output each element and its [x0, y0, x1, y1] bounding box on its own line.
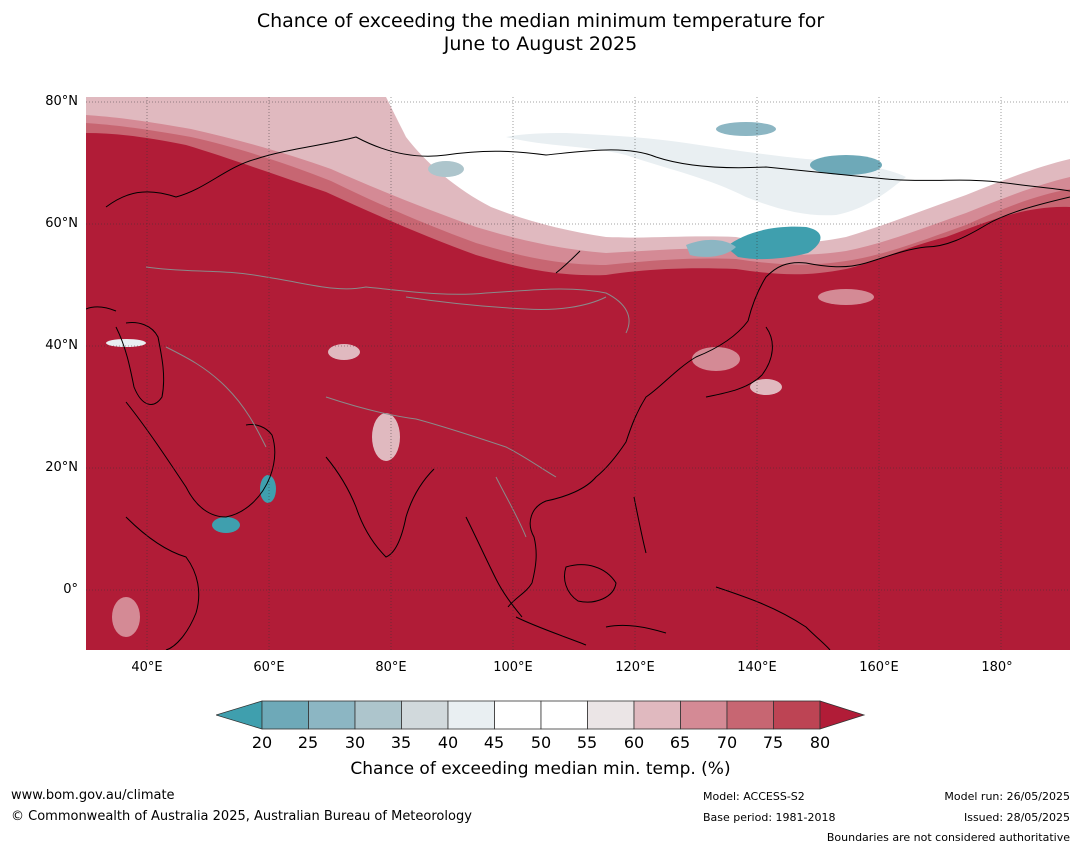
footer-url[interactable]: www.bom.gov.au/climate: [11, 788, 175, 803]
lat-label-20n: 20°N: [45, 460, 78, 475]
border-mongolia: [405, 296, 607, 310]
colorbar-under-triangle: [216, 700, 263, 730]
lon-label-40e: 40°E: [131, 660, 163, 675]
forecast-map: [86, 97, 1070, 650]
border-china-south: [325, 396, 557, 478]
footer-disclaimer: Boundaries are not considered authoritat…: [826, 831, 1070, 844]
lat-label-40n: 40°N: [45, 338, 78, 353]
colorbar-segment: [354, 700, 402, 730]
colorbar-tick-60: 60: [623, 733, 645, 752]
warm-patch-caspian: [106, 339, 146, 347]
country-boundaries: [145, 266, 630, 538]
lon-label-120e: 120°E: [615, 660, 655, 675]
lat-label-80n: 80°N: [45, 94, 78, 109]
cool-patch-arctic-coast: [716, 122, 776, 136]
warm-patch-north-pacific: [750, 379, 782, 395]
warm-patch-tarim: [328, 344, 360, 360]
border-indochina: [495, 476, 527, 538]
warm-patch-east-africa: [112, 597, 140, 637]
coast-black-sea: [86, 306, 117, 312]
coast-new-guinea: [715, 586, 831, 650]
colorbar-tick-55: 55: [576, 733, 598, 752]
colorbar-tick-40: 40: [437, 733, 459, 752]
lon-label-80e: 80°E: [375, 660, 407, 675]
colorbar-tick-80: 80: [809, 733, 831, 752]
coast-east-asia: [529, 320, 749, 584]
coast-borneo: [564, 564, 617, 603]
lon-label-100e: 100°E: [493, 660, 533, 675]
border-iran-afghanistan: [165, 346, 267, 448]
colorbar-tick-50: 50: [530, 733, 552, 752]
colorbar-segment: [633, 700, 681, 730]
cool-patch-east-siberia: [810, 155, 882, 175]
coast-japan: [705, 326, 773, 398]
colorbar-segment: [773, 700, 821, 730]
lon-label-180: 180°: [981, 660, 1013, 675]
lon-label-160e: 160°E: [859, 660, 899, 675]
cool-patch-okhotsk-edge: [686, 239, 736, 257]
title-line-2: June to August 2025: [443, 33, 638, 55]
map-canvas: [86, 97, 1070, 650]
coast-okhotsk-kamchatka: [747, 196, 1070, 322]
cool-patch-yakutia: [428, 161, 464, 177]
colorbar-tick-45: 45: [483, 733, 505, 752]
coast-indian-subcontinent: [325, 456, 435, 558]
lat-label-60n: 60°N: [45, 216, 78, 231]
colorbar-tick-75: 75: [762, 733, 784, 752]
colorbar-segment: [401, 700, 449, 730]
band-40-45: [506, 133, 906, 216]
coast-east-africa: [125, 516, 200, 650]
colorbar: [216, 700, 866, 730]
coast-arctic: [105, 136, 1070, 208]
cool-patch-arabian-sea-1: [260, 475, 276, 503]
footer-copyright: © Commonwealth of Australia 2025, Austra…: [11, 809, 472, 824]
colorbar-tick-35: 35: [390, 733, 412, 752]
coast-arabia: [125, 401, 276, 518]
colorbar-segment: [261, 700, 309, 730]
cool-patch-arabian-sea-2: [212, 517, 240, 533]
colorbar-tick-30: 30: [344, 733, 366, 752]
border-central-asia: [145, 266, 630, 334]
footer-model-run: Model run: 26/05/2025: [944, 790, 1070, 803]
colorbar-segment: [587, 700, 635, 730]
colorbar-segment: [447, 700, 495, 730]
colorbar-segment: [680, 700, 728, 730]
coast-indonesia-1: [515, 616, 667, 646]
colorbar-segment: [540, 700, 588, 730]
colorbar-tick-65: 65: [669, 733, 691, 752]
footer-model: Model: ACCESS-S2: [703, 790, 805, 803]
colorbar-segment: [308, 700, 356, 730]
title-line-1: Chance of exceeding the median minimum t…: [256, 10, 825, 32]
lat-label-0: 0°: [63, 582, 78, 597]
warm-patch-korea: [692, 347, 740, 371]
coast-southeast-asia: [465, 516, 533, 618]
map-title: Chance of exceeding the median minimum t…: [0, 10, 1081, 56]
colorbar-tick-70: 70: [716, 733, 738, 752]
warm-patch-tibet: [372, 413, 400, 461]
colorbar-segment: [726, 700, 774, 730]
colorbar-label: Chance of exceeding median min. temp. (%…: [350, 759, 731, 779]
coast-caspian: [115, 322, 165, 405]
graticule: [86, 97, 1070, 650]
probability-shading: [86, 97, 1070, 637]
colorbar-segments: [261, 700, 821, 730]
lon-label-60e: 60°E: [253, 660, 285, 675]
colorbar-segment: [494, 700, 542, 730]
colorbar-over-triangle: [819, 700, 866, 730]
footer-issued: Issued: 28/05/2025: [963, 811, 1070, 824]
colorbar-tick-25: 25: [297, 733, 319, 752]
warm-patch-west-pacific: [818, 289, 874, 305]
lon-label-140e: 140°E: [737, 660, 777, 675]
colorbar-tick-20: 20: [251, 733, 273, 752]
cool-patch-okhotsk: [726, 226, 821, 260]
footer-base-period: Base period: 1981-2018: [703, 811, 836, 824]
coast-baikal: [555, 250, 581, 274]
